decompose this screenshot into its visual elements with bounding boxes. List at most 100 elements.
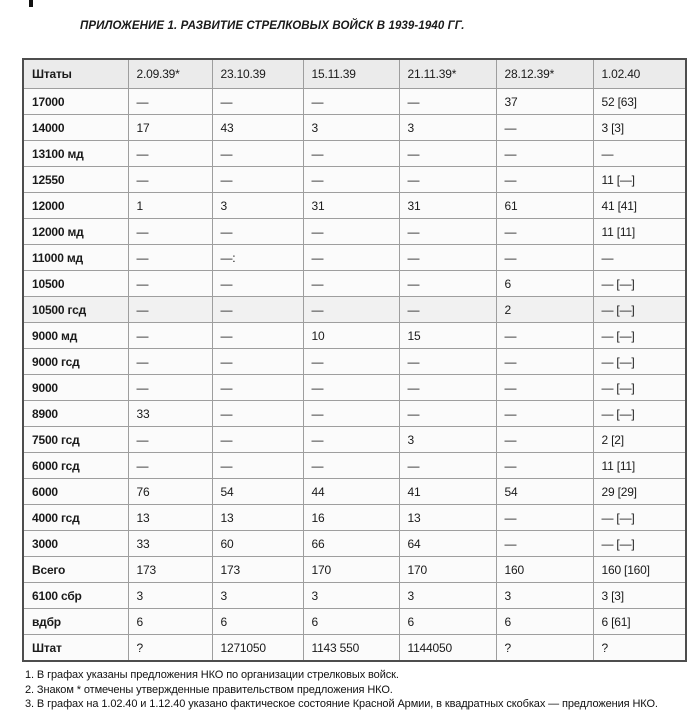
table-row: 12550— — — — —11 [—] [22,166,687,193]
row-label: 9000 гсд [22,348,129,375]
scan-artifact-mark [29,0,33,7]
table-cell: 66 [302,530,400,557]
table-row: 14000 17 43 3 3—3 [3] [22,114,687,141]
table-cell: — [302,88,400,115]
table-cell: — [495,400,594,427]
table-cell: 61 [495,192,594,219]
table-cell: — [495,452,594,479]
table-cell: 6 [398,608,497,635]
table-cell: — [398,166,497,193]
table-cell: 3 [127,582,213,609]
table-cell: 3 [302,582,400,609]
table-row: 6000 гсд — — — — —11 [11] [22,452,687,479]
table-cell: 41 [41] [592,192,687,219]
table-cell: 15 [398,322,497,349]
table-cell: — [398,400,497,427]
table-cell: 13 [127,504,213,531]
row-label: 12000 [22,192,129,219]
row-label: 3000 [22,530,129,557]
table-cell: 33 [127,400,213,427]
footnote-3: 3. В графах на 1.02.40 и 1.12.40 указано… [25,698,658,710]
table-cell: 3 [495,582,594,609]
row-label: 6100 сбр [22,582,129,609]
table-cell: — [302,452,400,479]
table-row: 11000 мд — —: — — — — [22,244,687,271]
table-cell: 6 [302,608,400,635]
row-label: Штат [22,634,129,662]
title-main-text: РАЗВИТИЕ СТРЕЛКОВЫХ ВОЙСК В 1939-1940 ГГ… [180,20,465,32]
table-cell: 54 [211,478,304,505]
row-label: 9000 мд [22,322,129,349]
table-cell: 170 [302,556,400,583]
table-cell: — [398,452,497,479]
table-cell: 1143 550 [302,634,400,662]
table-cell: — [127,166,213,193]
table-cell: — [211,348,304,375]
table-cell: 13 [398,504,497,531]
table-row: 7500 гсд — — —3—2 [2] [22,426,687,453]
row-label: 9000 [22,374,129,401]
row-label: 14000 [22,114,129,141]
table-cell: — [127,348,213,375]
table-cell: — [398,140,497,167]
table-cell: — [127,374,213,401]
table-cell: — [398,244,497,271]
table-cell: — [211,374,304,401]
table-row: Штат? 1271050 1143 550 1144050?? [22,634,687,662]
table-cell: 31 [302,192,400,219]
table-cell: 13 [211,504,304,531]
table-cell: — [211,270,304,297]
table-row: 9000— — — — — — [—] [22,374,687,401]
table-row: 9000 гсд — — — — — — [—] [22,348,687,375]
table-cell: 173 [127,556,213,583]
table-cell: — [495,504,594,531]
row-label: 7500 гсд [22,426,129,453]
table-cell: 6 [127,608,213,635]
table-header-row: Штаты 2.09.39* 23.10.39 15.11.39 21.11.39* 28… [22,58,687,89]
table-cell: — [—] [592,530,687,557]
table-cell: — [398,218,497,245]
table-cell: — [127,270,213,297]
table-cell: — [127,296,213,323]
column-header-date: 21.11.39* [398,58,497,89]
footnotes: 1. В графах указаны предложения НКО по о… [25,668,658,712]
table-cell: — [592,140,687,167]
table-row: 17000— — — —37 52 [63] [22,88,687,115]
table-cell: — [302,374,400,401]
table-cell: ? [592,634,687,662]
table-cell: 3 [398,426,497,453]
table-cell: 3 [211,192,304,219]
table-cell: — [302,400,400,427]
table-row: 8900 33— — — — — [—] [22,400,687,427]
table-cell: 60 [211,530,304,557]
column-header-date: 23.10.39 [211,58,304,89]
table-cell: 1 [127,192,213,219]
table-cell: — [127,88,213,115]
table-cell: — [211,140,304,167]
table-cell: — [211,88,304,115]
table-cell: — [127,140,213,167]
table-cell: — [—] [592,400,687,427]
table-row: 6000 76 54 44 41 54 29 [29] [22,478,687,505]
table-cell: — [495,374,594,401]
table-cell: 11 [11] [592,218,687,245]
footnote-2: 2. Знаком * отмечены утвержденные правит… [25,683,393,696]
table-row: 9000 мд — —10 15— — [—] [22,322,687,349]
row-label: 12000 мд [22,218,129,245]
table-cell: — [211,400,304,427]
page-title: ПРИЛОЖЕНИЕ 1. РАЗВИТИЕ СТРЕЛКОВЫХ ВОЙСК … [80,20,465,32]
title-appendix-label: ПРИЛОЖЕНИЕ 1. [80,20,178,32]
table-cell: 54 [495,478,594,505]
column-header-date: 28.12.39* [495,58,594,89]
table-cell: 33 [127,530,213,557]
table-cell: 10 [302,322,400,349]
table-cell: 17 [127,114,213,141]
table-cell: —: [211,244,304,271]
table-cell: — [—] [592,374,687,401]
table-cell: — [—] [592,322,687,349]
table-cell: 64 [398,530,497,557]
column-header-date: 1.02.40 [592,58,687,89]
table-cell: 43 [211,114,304,141]
row-label: 6000 [22,478,129,505]
